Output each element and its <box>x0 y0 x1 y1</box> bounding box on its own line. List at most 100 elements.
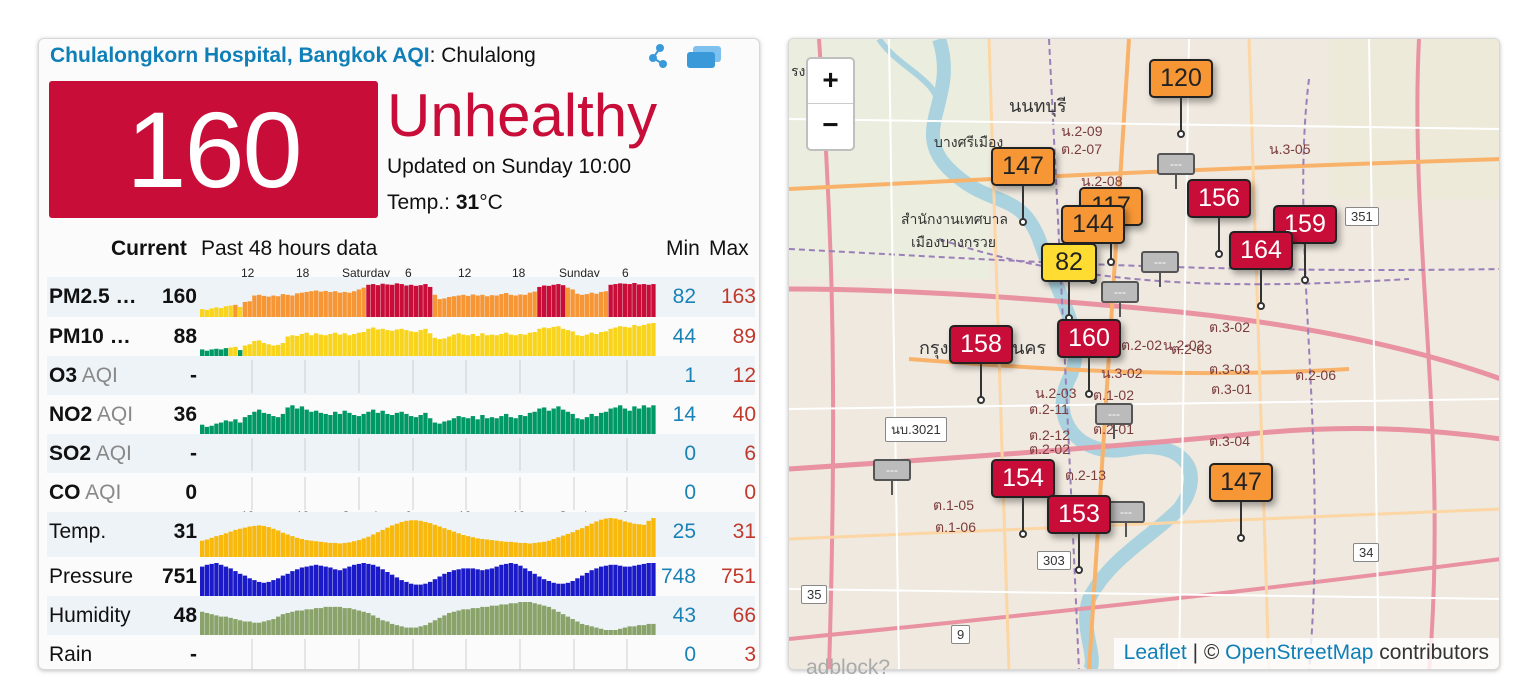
chart-bar <box>461 294 466 317</box>
chart-bar <box>451 531 457 557</box>
chart-bar <box>632 626 637 635</box>
history-chart[interactable] <box>200 277 656 317</box>
road-shield: นบ.3021 <box>885 417 947 442</box>
chart-bar <box>584 417 590 434</box>
row-min: 44 <box>672 325 696 348</box>
chart-bar <box>233 619 238 635</box>
chart-bar <box>608 284 613 317</box>
history-chart[interactable] <box>200 434 656 473</box>
aqi-marker[interactable]: 154 <box>991 459 1055 538</box>
map-card[interactable]: นนทบุรี บางศรีเมือง สำนักงานเทศบาล เมือง… <box>788 38 1500 670</box>
chart-bar <box>470 294 476 317</box>
aqi-marker[interactable]: 158 <box>949 325 1013 404</box>
chart-bar <box>584 525 590 557</box>
chart-bar <box>618 283 623 317</box>
chart-bar <box>409 583 414 596</box>
aqi-marker[interactable]: 153 <box>1047 495 1111 574</box>
chart-bar <box>314 333 319 357</box>
chart-bar <box>561 409 566 434</box>
aqi-marker[interactable]: 147 <box>991 147 1055 226</box>
chart-bar <box>556 583 561 596</box>
chart-bar <box>371 615 376 635</box>
chart-bar <box>371 284 376 317</box>
no-data-marker[interactable]: --- <box>1141 251 1179 287</box>
row-name-text: Rain <box>49 643 93 666</box>
chart-bar <box>352 291 357 317</box>
history-chart[interactable] <box>200 635 656 670</box>
chart-bar <box>285 573 290 596</box>
embed-widget-icon[interactable] <box>685 45 723 69</box>
road-label: น.3-02 <box>1101 365 1143 381</box>
history-chart[interactable] <box>200 317 656 357</box>
chart-bar <box>337 543 343 557</box>
chart-bar <box>399 411 404 434</box>
chart-bar <box>646 623 651 635</box>
chart-bar <box>380 410 385 434</box>
no-data-marker[interactable]: --- <box>873 459 911 495</box>
chart-bar <box>646 520 651 557</box>
chart-bar <box>342 333 347 357</box>
leaflet-link[interactable]: Leaflet <box>1123 641 1187 664</box>
aqi-marker[interactable]: 147 <box>1209 463 1273 542</box>
chart-bar <box>228 617 233 635</box>
chart-bar <box>447 612 452 635</box>
chart-bar <box>499 541 504 557</box>
chart-bar <box>485 418 490 434</box>
chart-bar <box>532 542 537 557</box>
row-name: NO2 AQI <box>49 403 133 427</box>
chart-bar <box>399 284 404 317</box>
aqi-marker[interactable]: 144 <box>1061 205 1125 284</box>
chart-bar <box>375 412 381 434</box>
chart-bar <box>404 285 409 317</box>
aqi-marker[interactable]: 82 <box>1041 243 1097 322</box>
chart-bar <box>594 521 599 557</box>
chart-bar <box>489 334 495 357</box>
chart-bar <box>561 583 566 596</box>
chart-bar <box>651 563 656 596</box>
no-data-marker[interactable]: --- <box>1095 403 1133 439</box>
history-chart[interactable] <box>200 557 656 596</box>
chart-bar <box>247 415 252 434</box>
road-label: ต.2-06 <box>1295 367 1337 383</box>
chart-bar <box>475 608 480 635</box>
chart-bar <box>238 528 243 557</box>
chart-bar <box>542 327 547 357</box>
aqi-marker[interactable]: 120 <box>1149 59 1213 138</box>
map-tiles[interactable] <box>789 39 1500 670</box>
history-chart[interactable] <box>200 473 656 512</box>
chart-bar <box>456 610 461 635</box>
chart-bar <box>342 608 347 635</box>
aqi-marker[interactable]: 160 <box>1057 319 1121 398</box>
chart-bar <box>295 537 300 557</box>
history-chart[interactable] <box>200 596 656 635</box>
chart-bar <box>214 536 219 557</box>
chart-bar <box>418 330 423 357</box>
chart-bar <box>375 329 381 357</box>
history-chart[interactable] <box>200 395 656 434</box>
chart-bar <box>285 534 290 557</box>
chart-bar <box>404 581 409 596</box>
osm-link[interactable]: OpenStreetMap <box>1225 641 1374 664</box>
place-label: นนทบุรี <box>1009 96 1067 116</box>
share-icon[interactable] <box>648 43 672 69</box>
chart-bar <box>508 334 514 357</box>
aqi-marker[interactable]: 159 <box>1273 205 1337 284</box>
chart-bar <box>247 344 252 357</box>
chart-bar <box>209 614 214 635</box>
no-data-marker[interactable]: --- <box>1157 153 1195 189</box>
aqi-marker[interactable]: 156 <box>1187 179 1251 258</box>
zoom-in-button[interactable]: + <box>808 59 853 104</box>
history-chart[interactable] <box>200 356 656 395</box>
chart-bar <box>527 332 533 357</box>
no-data-marker[interactable]: --- <box>1107 501 1145 537</box>
row-current: 88 <box>173 325 197 348</box>
chart-bar <box>532 291 537 317</box>
history-chart[interactable] <box>200 512 656 557</box>
no-data-marker[interactable]: --- <box>1101 281 1139 317</box>
zoom-out-button[interactable]: − <box>822 109 839 140</box>
chart-bar <box>247 526 252 557</box>
chart-bar <box>594 416 599 434</box>
location-link[interactable]: Chulalongkorn Hospital, Bangkok AQI <box>50 44 430 67</box>
chart-bar <box>328 567 333 596</box>
aqi-marker[interactable]: 164 <box>1229 231 1293 310</box>
